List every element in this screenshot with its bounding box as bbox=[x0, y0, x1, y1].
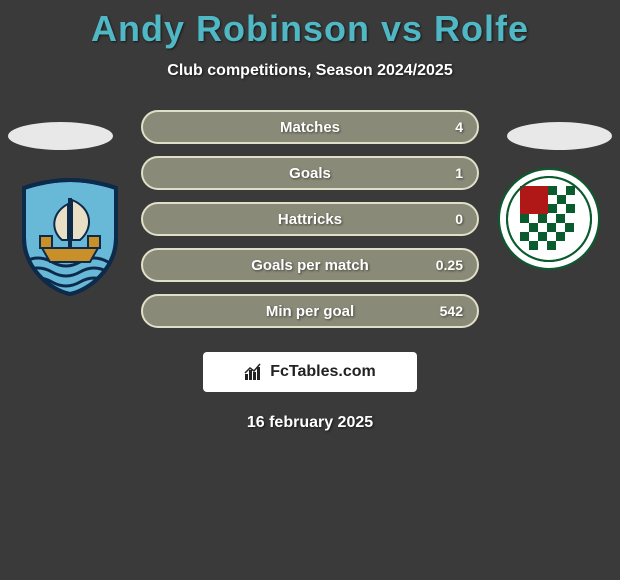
date-text: 16 february 2025 bbox=[0, 414, 620, 432]
stat-label: Min per goal bbox=[266, 303, 354, 320]
weymouth-crest-icon bbox=[20, 178, 120, 296]
comparison-panel: Matches 4 Goals 1 Hattricks 0 Goals per … bbox=[0, 110, 620, 432]
player-oval-left bbox=[8, 122, 113, 150]
stat-value-right: 4 bbox=[455, 119, 463, 135]
stat-row: Min per goal 542 bbox=[141, 294, 479, 328]
stat-value-right: 542 bbox=[440, 303, 463, 319]
stat-value-right: 1 bbox=[455, 165, 463, 181]
stat-row: Matches 4 bbox=[141, 110, 479, 144]
player-oval-right bbox=[507, 122, 612, 150]
stat-row: Hattricks 0 bbox=[141, 202, 479, 236]
page-title: Andy Robinson vs Rolfe bbox=[0, 0, 620, 50]
stats-list: Matches 4 Goals 1 Hattricks 0 Goals per … bbox=[141, 110, 479, 328]
chesham-crest-icon bbox=[498, 168, 600, 270]
stat-value-right: 0.25 bbox=[436, 257, 463, 273]
stat-row: Goals 1 bbox=[141, 156, 479, 190]
bar-chart-icon bbox=[244, 362, 264, 382]
stat-label: Goals per match bbox=[251, 257, 369, 274]
stat-label: Goals bbox=[289, 165, 331, 182]
stat-value-right: 0 bbox=[455, 211, 463, 227]
subtitle: Club competitions, Season 2024/2025 bbox=[0, 62, 620, 80]
stat-label: Matches bbox=[280, 119, 340, 136]
brand-text: FcTables.com bbox=[270, 363, 376, 381]
stat-label: Hattricks bbox=[278, 211, 342, 228]
stat-row: Goals per match 0.25 bbox=[141, 248, 479, 282]
branding-badge: FcTables.com bbox=[203, 352, 417, 392]
